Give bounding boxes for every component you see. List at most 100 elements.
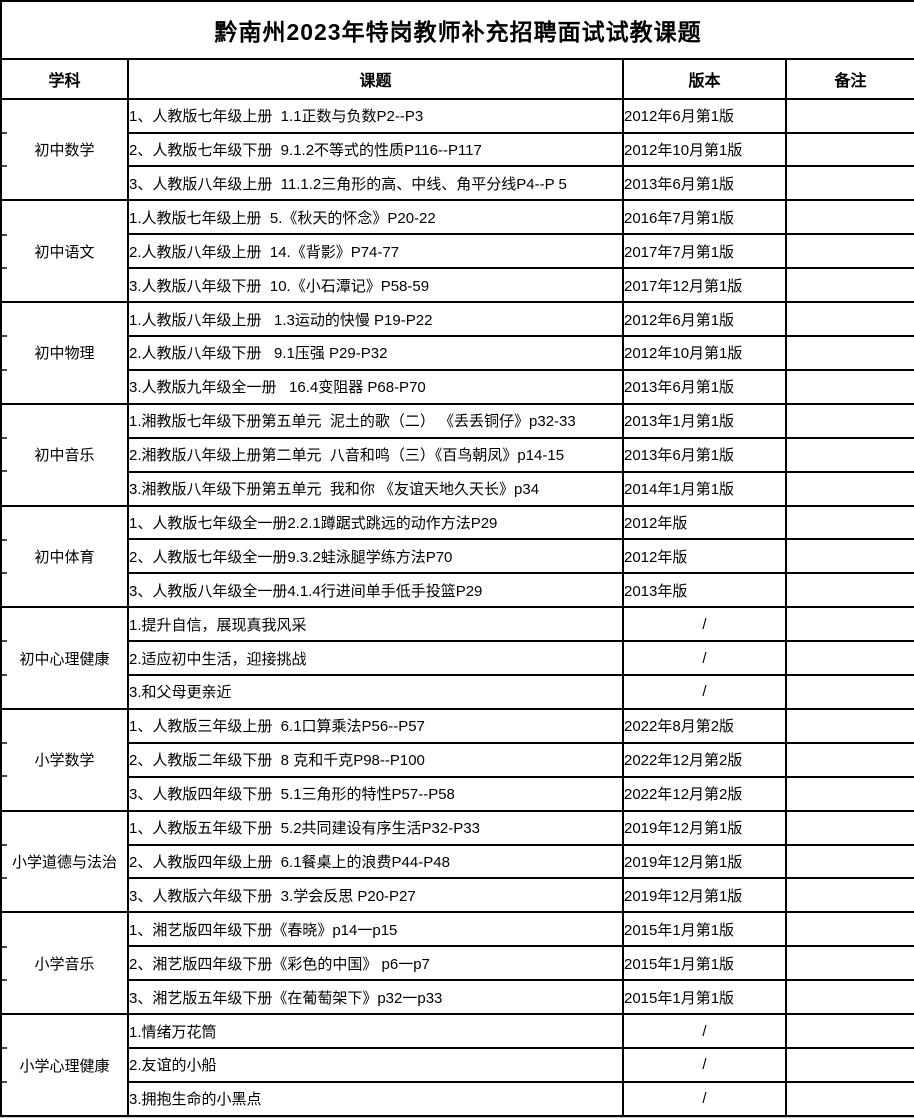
remark-cell (784, 538, 914, 575)
topic-cell: 3、人教版八年级全一册4.1.4行进间单手低手投篮P29 (127, 572, 624, 609)
edition-cell: / (622, 674, 787, 710)
topic-cell: 2、人教版七年级下册 9.1.2不等式的性质P116--P117 (127, 131, 624, 168)
table-row: 2.人教版八年级下册 9.1压强 P29-P32 2012年10月第1版 (1, 334, 914, 371)
remark-cell (784, 945, 914, 982)
remark-cell (784, 640, 914, 677)
col-header-subject: 学科 (0, 58, 129, 100)
topic-cell: 1、人教版七年级上册 1.1正数与负数P2--P3 (127, 97, 624, 134)
topic-cell: 1、人教版三年级上册 6.1口算乘法P56--P57 (127, 707, 624, 744)
topic-cell: 3.和父母更亲近 (127, 674, 624, 710)
remark-cell (784, 707, 914, 744)
remark-cell (784, 436, 914, 473)
page-title: 黔南州2023年特岗教师补充招聘面试试教课题 (0, 0, 914, 61)
remark-cell (784, 267, 914, 304)
remark-cell (784, 741, 914, 778)
subject-cell: 初中音乐 (0, 402, 129, 507)
remark-cell (784, 572, 914, 609)
edition-cell: 2013年6月第1版 (622, 165, 787, 202)
edition-cell: 2013年6月第1版 (622, 436, 787, 473)
table-row: 3.拥抱生命的小黑点 / (1, 1080, 914, 1118)
edition-cell: 2012年10月第1版 (622, 334, 787, 371)
topic-cell: 2.友谊的小船 (127, 1047, 624, 1083)
topic-cell: 1、人教版五年级下册 5.2共同建设有序生活P32-P33 (127, 809, 624, 846)
remark-cell (784, 674, 914, 710)
gridline-remnant (0, 1117, 914, 1118)
remark-cell (784, 843, 914, 880)
remark-cell (784, 301, 914, 337)
edition-cell: 2015年1月第1版 (622, 979, 787, 1016)
table-row: 小学音乐 1、湘艺版四年级下册《春晓》p14一p15 2015年1月第1版 (0, 911, 914, 1016)
topic-cell: 1、人教版七年级全一册2.2.1蹲踞式跳远的动作方法P29 (127, 504, 624, 541)
remark-cell (784, 131, 914, 168)
topic-cell: 1、湘艺版四年级下册《春晓》p14一p15 (127, 911, 624, 948)
edition-cell: 2012年版 (622, 538, 787, 575)
table-row: 3、人教版八年级全一册4.1.4行进间单手低手投篮P29 2013年版 (1, 572, 914, 609)
topic-cell: 2、湘艺版四年级下册《彩色的中国》 p6一p7 (127, 945, 624, 982)
col-header-topic: 课题 (127, 58, 624, 100)
edition-cell: 2013年6月第1版 (622, 368, 787, 405)
remark-cell (784, 1047, 914, 1083)
table-row: 3、湘艺版五年级下册《在葡萄架下》p32一p33 2015年1月第1版 (1, 979, 914, 1016)
topic-cell: 1.湘教版七年级下册第五单元 泥土的歌（二） 《丢丢铜仔》p32-33 (127, 402, 624, 439)
topic-cell: 1.人教版八年级上册 1.3运动的快慢 P19-P22 (127, 301, 624, 337)
edition-cell: 2015年1月第1版 (622, 911, 787, 948)
table-row: 初中数学 1、人教版七年级上册 1.1正数与负数P2--P3 2012年6月第1… (0, 97, 914, 202)
table-row: 2、湘艺版四年级下册《彩色的中国》 p6一p7 2015年1月第1版 (1, 945, 914, 982)
edition-cell: / (622, 1013, 787, 1049)
remark-cell (784, 402, 914, 439)
edition-cell: 2017年12月第1版 (622, 267, 787, 304)
remark-cell (784, 606, 914, 643)
table-row: 2、人教版四年级上册 6.1餐桌上的浪费P44-P48 2019年12月第1版 (1, 843, 914, 880)
table-row: 3、人教版四年级下册 5.1三角形的特性P57--P58 2022年12月第2版 (1, 775, 914, 812)
table-row: 小学数学 1、人教版三年级上册 6.1口算乘法P56--P57 2022年8月第… (0, 707, 914, 812)
subject-cell: 小学数学 (0, 707, 129, 812)
remark-cell (784, 368, 914, 405)
remark-cell (784, 1080, 914, 1118)
remark-cell (784, 809, 914, 846)
col-header-remark: 备注 (784, 58, 914, 100)
table-row: 2.湘教版八年级上册第二单元 八音和鸣（三）《百鸟朝凤》p14-15 2013年… (1, 436, 914, 473)
edition-cell: 2014年1月第1版 (622, 470, 787, 507)
topic-cell: 3.人教版九年级全一册 16.4变阻器 P68-P70 (127, 368, 624, 405)
edition-cell: 2019年12月第1版 (622, 877, 787, 914)
edition-cell: 2017年7月第1版 (622, 233, 787, 270)
table-row: 初中心理健康 1.提升自信，展现真我风采 / (0, 606, 914, 710)
table-row: 2、人教版七年级全一册9.3.2蛙泳腿学练方法P70 2012年版 (1, 538, 914, 575)
table-header-row: 学科 课题 版本 备注 (0, 58, 914, 100)
edition-cell: 2013年版 (622, 572, 787, 609)
remark-cell (784, 911, 914, 948)
table-row: 3.人教版九年级全一册 16.4变阻器 P68-P70 2013年6月第1版 (1, 368, 914, 405)
table-row: 3.和父母更亲近 / (1, 674, 914, 710)
table-row: 3、人教版八年级上册 11.1.2三角形的高、中线、角平分线P4--P 5 20… (1, 165, 914, 202)
topic-cell: 1.提升自信，展现真我风采 (127, 606, 624, 643)
remark-cell (784, 979, 914, 1016)
edition-cell: 2022年12月第2版 (622, 741, 787, 778)
remark-cell (784, 165, 914, 202)
table-row: 2、人教版二年级下册 8 克和千克P98--P100 2022年12月第2版 (1, 741, 914, 778)
topic-cell: 1.人教版七年级上册 5.《秋天的怀念》P20-22 (127, 199, 624, 236)
edition-cell: / (622, 1080, 787, 1118)
edition-cell: 2012年6月第1版 (622, 97, 787, 134)
table-row: 初中物理 1.人教版八年级上册 1.3运动的快慢 P19-P22 2012年6月… (0, 301, 914, 405)
edition-cell: 2019年12月第1版 (622, 809, 787, 846)
table-row: 初中音乐 1.湘教版七年级下册第五单元 泥土的歌（二） 《丢丢铜仔》p32-33… (0, 402, 914, 507)
remark-cell (784, 97, 914, 134)
edition-cell: 2015年1月第1版 (622, 945, 787, 982)
subject-cell: 小学心理健康 (0, 1013, 129, 1117)
subject-cell: 初中数学 (0, 97, 129, 202)
subject-cell: 初中体育 (0, 504, 129, 609)
table-row: 2.适应初中生活，迎接挑战 / (1, 640, 914, 677)
title-row: 黔南州2023年特岗教师补充招聘面试试教课题 (0, 0, 914, 61)
subject-cell: 初中语文 (0, 199, 129, 304)
topic-cell: 3、湘艺版五年级下册《在葡萄架下》p32一p33 (127, 979, 624, 1016)
edition-cell: 2013年1月第1版 (622, 402, 787, 439)
remark-cell (784, 504, 914, 541)
topic-cell: 3、人教版四年级下册 5.1三角形的特性P57--P58 (127, 775, 624, 812)
edition-cell: / (622, 606, 787, 643)
topic-cell: 2.人教版八年级上册 14.《背影》P74-77 (127, 233, 624, 270)
subject-cell: 初中物理 (0, 301, 129, 405)
remark-cell (784, 470, 914, 507)
topic-cell: 3.人教版八年级下册 10.《小石潭记》P58-59 (127, 267, 624, 304)
